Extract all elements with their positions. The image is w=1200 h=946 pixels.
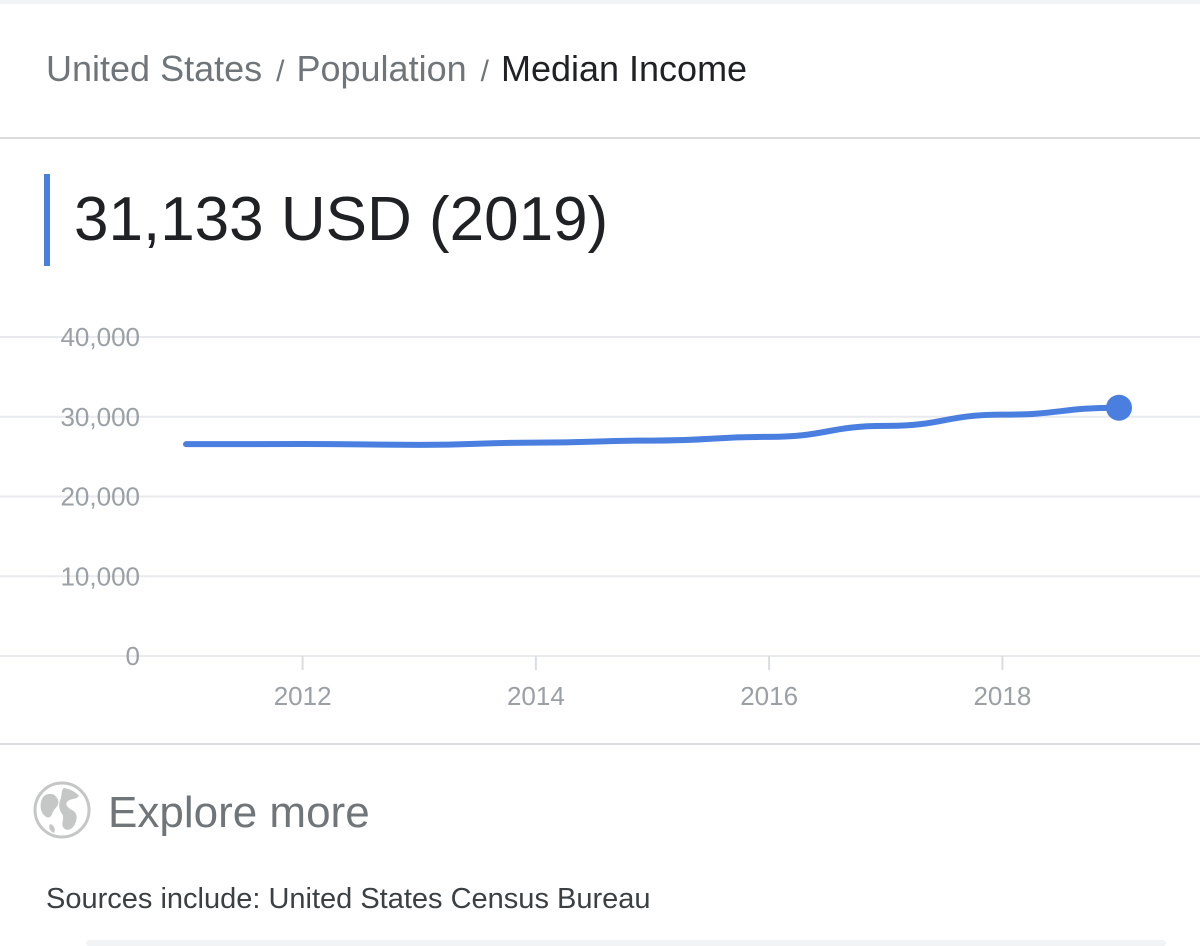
y-tick-label: 20,000 xyxy=(60,482,140,512)
chart-x-ticks: 2012 2014 2016 2018 xyxy=(274,656,1031,711)
breadcrumb: United States / Population / Median Income xyxy=(46,46,747,95)
x-tick-label: 2016 xyxy=(740,681,798,711)
y-tick-label: 30,000 xyxy=(60,402,140,432)
breadcrumb-population[interactable]: Population xyxy=(296,48,467,89)
chart-divider xyxy=(0,743,1200,745)
globe-icon xyxy=(33,781,91,839)
chart-y-tick-labels: 0 10,000 20,000 30,000 40,000 xyxy=(60,322,140,671)
y-tick-label: 40,000 xyxy=(60,322,140,352)
explore-more-label: Explore more xyxy=(108,788,370,837)
sources-text: Sources include: United States Census Bu… xyxy=(46,883,651,915)
y-tick-label: 10,000 xyxy=(60,561,140,591)
bottom-card-edge xyxy=(86,940,1166,946)
chart-gridlines xyxy=(0,336,1200,657)
headline-value: 31,133 USD (2019) xyxy=(74,185,609,254)
last-data-point[interactable] xyxy=(1106,394,1132,421)
top-edge xyxy=(0,0,1200,4)
headline-accent-bar xyxy=(44,174,50,266)
breadcrumb-median-income: Median Income xyxy=(500,48,748,89)
y-tick-label: 0 xyxy=(126,641,140,671)
breadcrumb-separator: / xyxy=(480,55,489,88)
breadcrumb-divider xyxy=(0,137,1200,139)
series-line xyxy=(183,404,1122,448)
x-tick-label: 2012 xyxy=(274,681,332,711)
x-tick-label: 2014 xyxy=(507,681,565,711)
x-tick-label: 2018 xyxy=(973,681,1031,711)
chart-series xyxy=(183,394,1132,448)
breadcrumb-united-states[interactable]: United States xyxy=(46,48,263,89)
breadcrumb-separator: / xyxy=(276,55,285,88)
